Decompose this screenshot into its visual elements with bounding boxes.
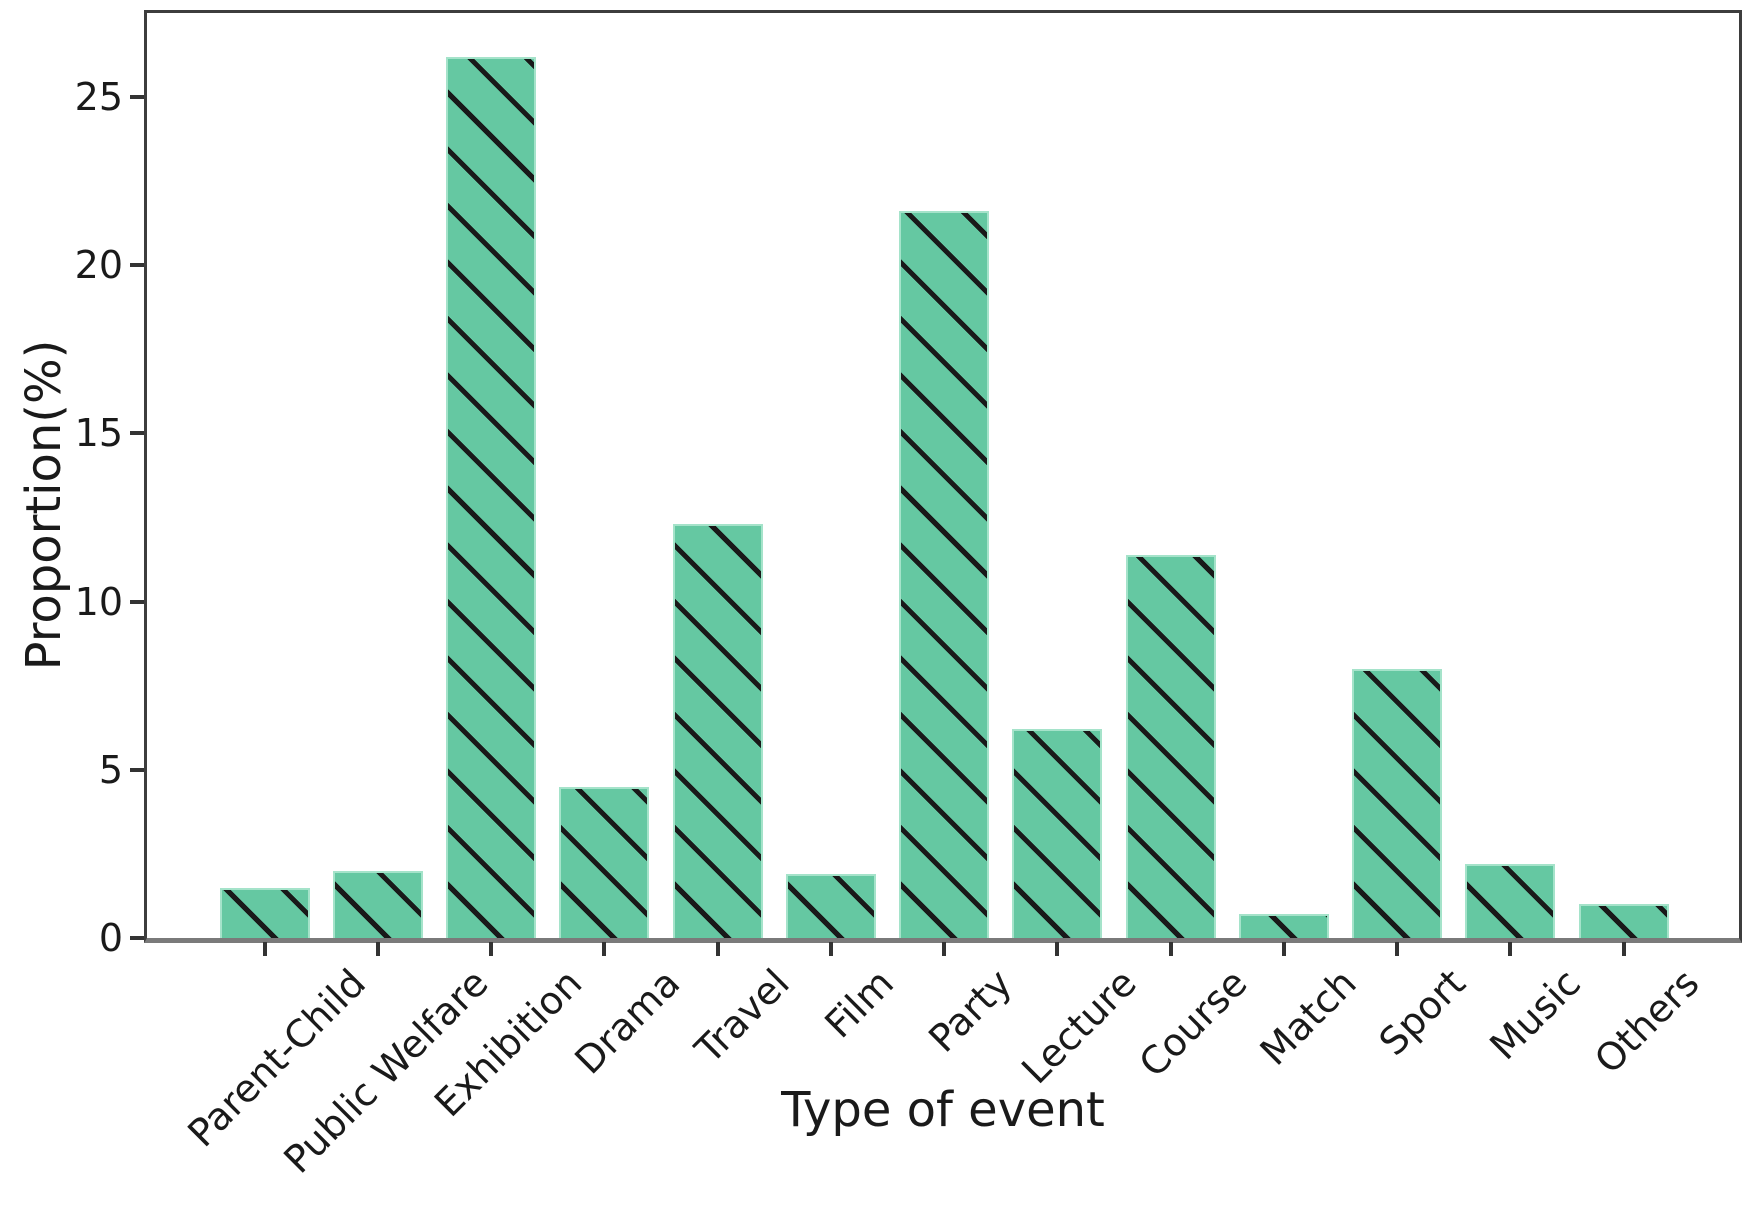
x-tick-label: Others	[1585, 960, 1708, 1083]
y-tick	[130, 599, 144, 604]
bar	[672, 524, 763, 938]
plot-area: 0 5 10 15 20 25 Parent-Child Public Welfare Exhi…	[75, 10, 1742, 1182]
bar	[1238, 914, 1329, 938]
y-tick-label: 0	[98, 916, 123, 960]
bar	[1578, 904, 1669, 938]
x-tick-label: Party	[920, 960, 1021, 1061]
y-tick-label: 20	[74, 243, 123, 288]
x-tick-label: Drama	[566, 960, 689, 1083]
x-tick	[1055, 942, 1060, 956]
y-tick-label: 10	[74, 579, 123, 624]
x-tick	[262, 942, 267, 956]
y-tick	[130, 95, 144, 100]
y-tick-label: 5	[98, 747, 123, 792]
x-tick	[1168, 942, 1173, 956]
bar	[1465, 864, 1556, 938]
x-tick	[1395, 942, 1399, 956]
bar	[332, 870, 423, 938]
x-tick-label: Lecture	[1013, 960, 1145, 1093]
x-tick-label: Music	[1481, 960, 1590, 1069]
bar	[785, 874, 876, 938]
bar	[1012, 729, 1103, 938]
x-tick	[1281, 942, 1286, 956]
x-tick-label: Course	[1130, 960, 1256, 1086]
x-tick	[489, 942, 493, 956]
x-tick	[375, 942, 380, 956]
x-axis-title: Type of event	[781, 1082, 1105, 1138]
x-tick	[602, 942, 607, 956]
y-tick-label: 25	[74, 75, 123, 120]
x-tick-label: Travel	[686, 960, 798, 1072]
bar	[446, 56, 536, 938]
x-tick	[942, 942, 946, 956]
x-tick-label: Sport	[1371, 960, 1475, 1064]
y-tick-label: 15	[74, 411, 123, 456]
x-tick	[715, 942, 720, 956]
bar	[219, 887, 310, 938]
y-tick	[130, 767, 144, 772]
y-tick	[130, 936, 144, 940]
bar	[559, 786, 650, 938]
y-tick	[130, 263, 144, 268]
x-tick	[828, 942, 833, 956]
x-tick-label: Film	[816, 960, 902, 1047]
bar	[899, 211, 989, 938]
bar	[1125, 554, 1216, 938]
y-tick	[130, 431, 144, 436]
x-tick	[1508, 942, 1513, 956]
bar	[1352, 668, 1442, 938]
x-tick-label: Match	[1251, 960, 1365, 1074]
x-tick	[1621, 942, 1626, 956]
